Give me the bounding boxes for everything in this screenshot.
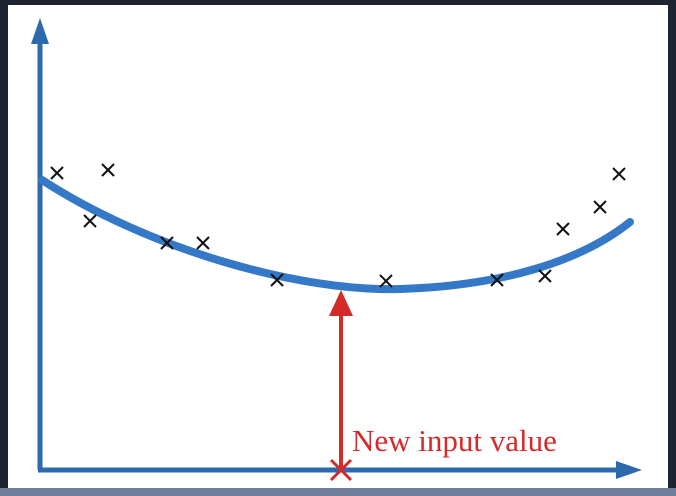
point: [379, 274, 393, 288]
annotation: New input value: [352, 423, 557, 458]
point: [593, 200, 607, 214]
point: [101, 163, 115, 177]
panel: [8, 5, 668, 489]
point: [196, 236, 210, 250]
input-marker: [329, 458, 353, 482]
point: [538, 269, 552, 283]
input-arrowhead: [329, 290, 353, 316]
point: [160, 236, 174, 250]
fit-curve: [38, 176, 634, 294]
axes: [37, 40, 620, 473]
point: [556, 222, 570, 236]
point: [490, 273, 504, 287]
point: [83, 214, 97, 228]
x-arrowhead: [616, 461, 642, 479]
y-arrowhead: [31, 18, 49, 44]
point: [612, 167, 626, 181]
sample-points: [50, 163, 626, 288]
point: [50, 166, 64, 180]
point: [270, 273, 284, 287]
bottom-strip: [0, 488, 676, 496]
